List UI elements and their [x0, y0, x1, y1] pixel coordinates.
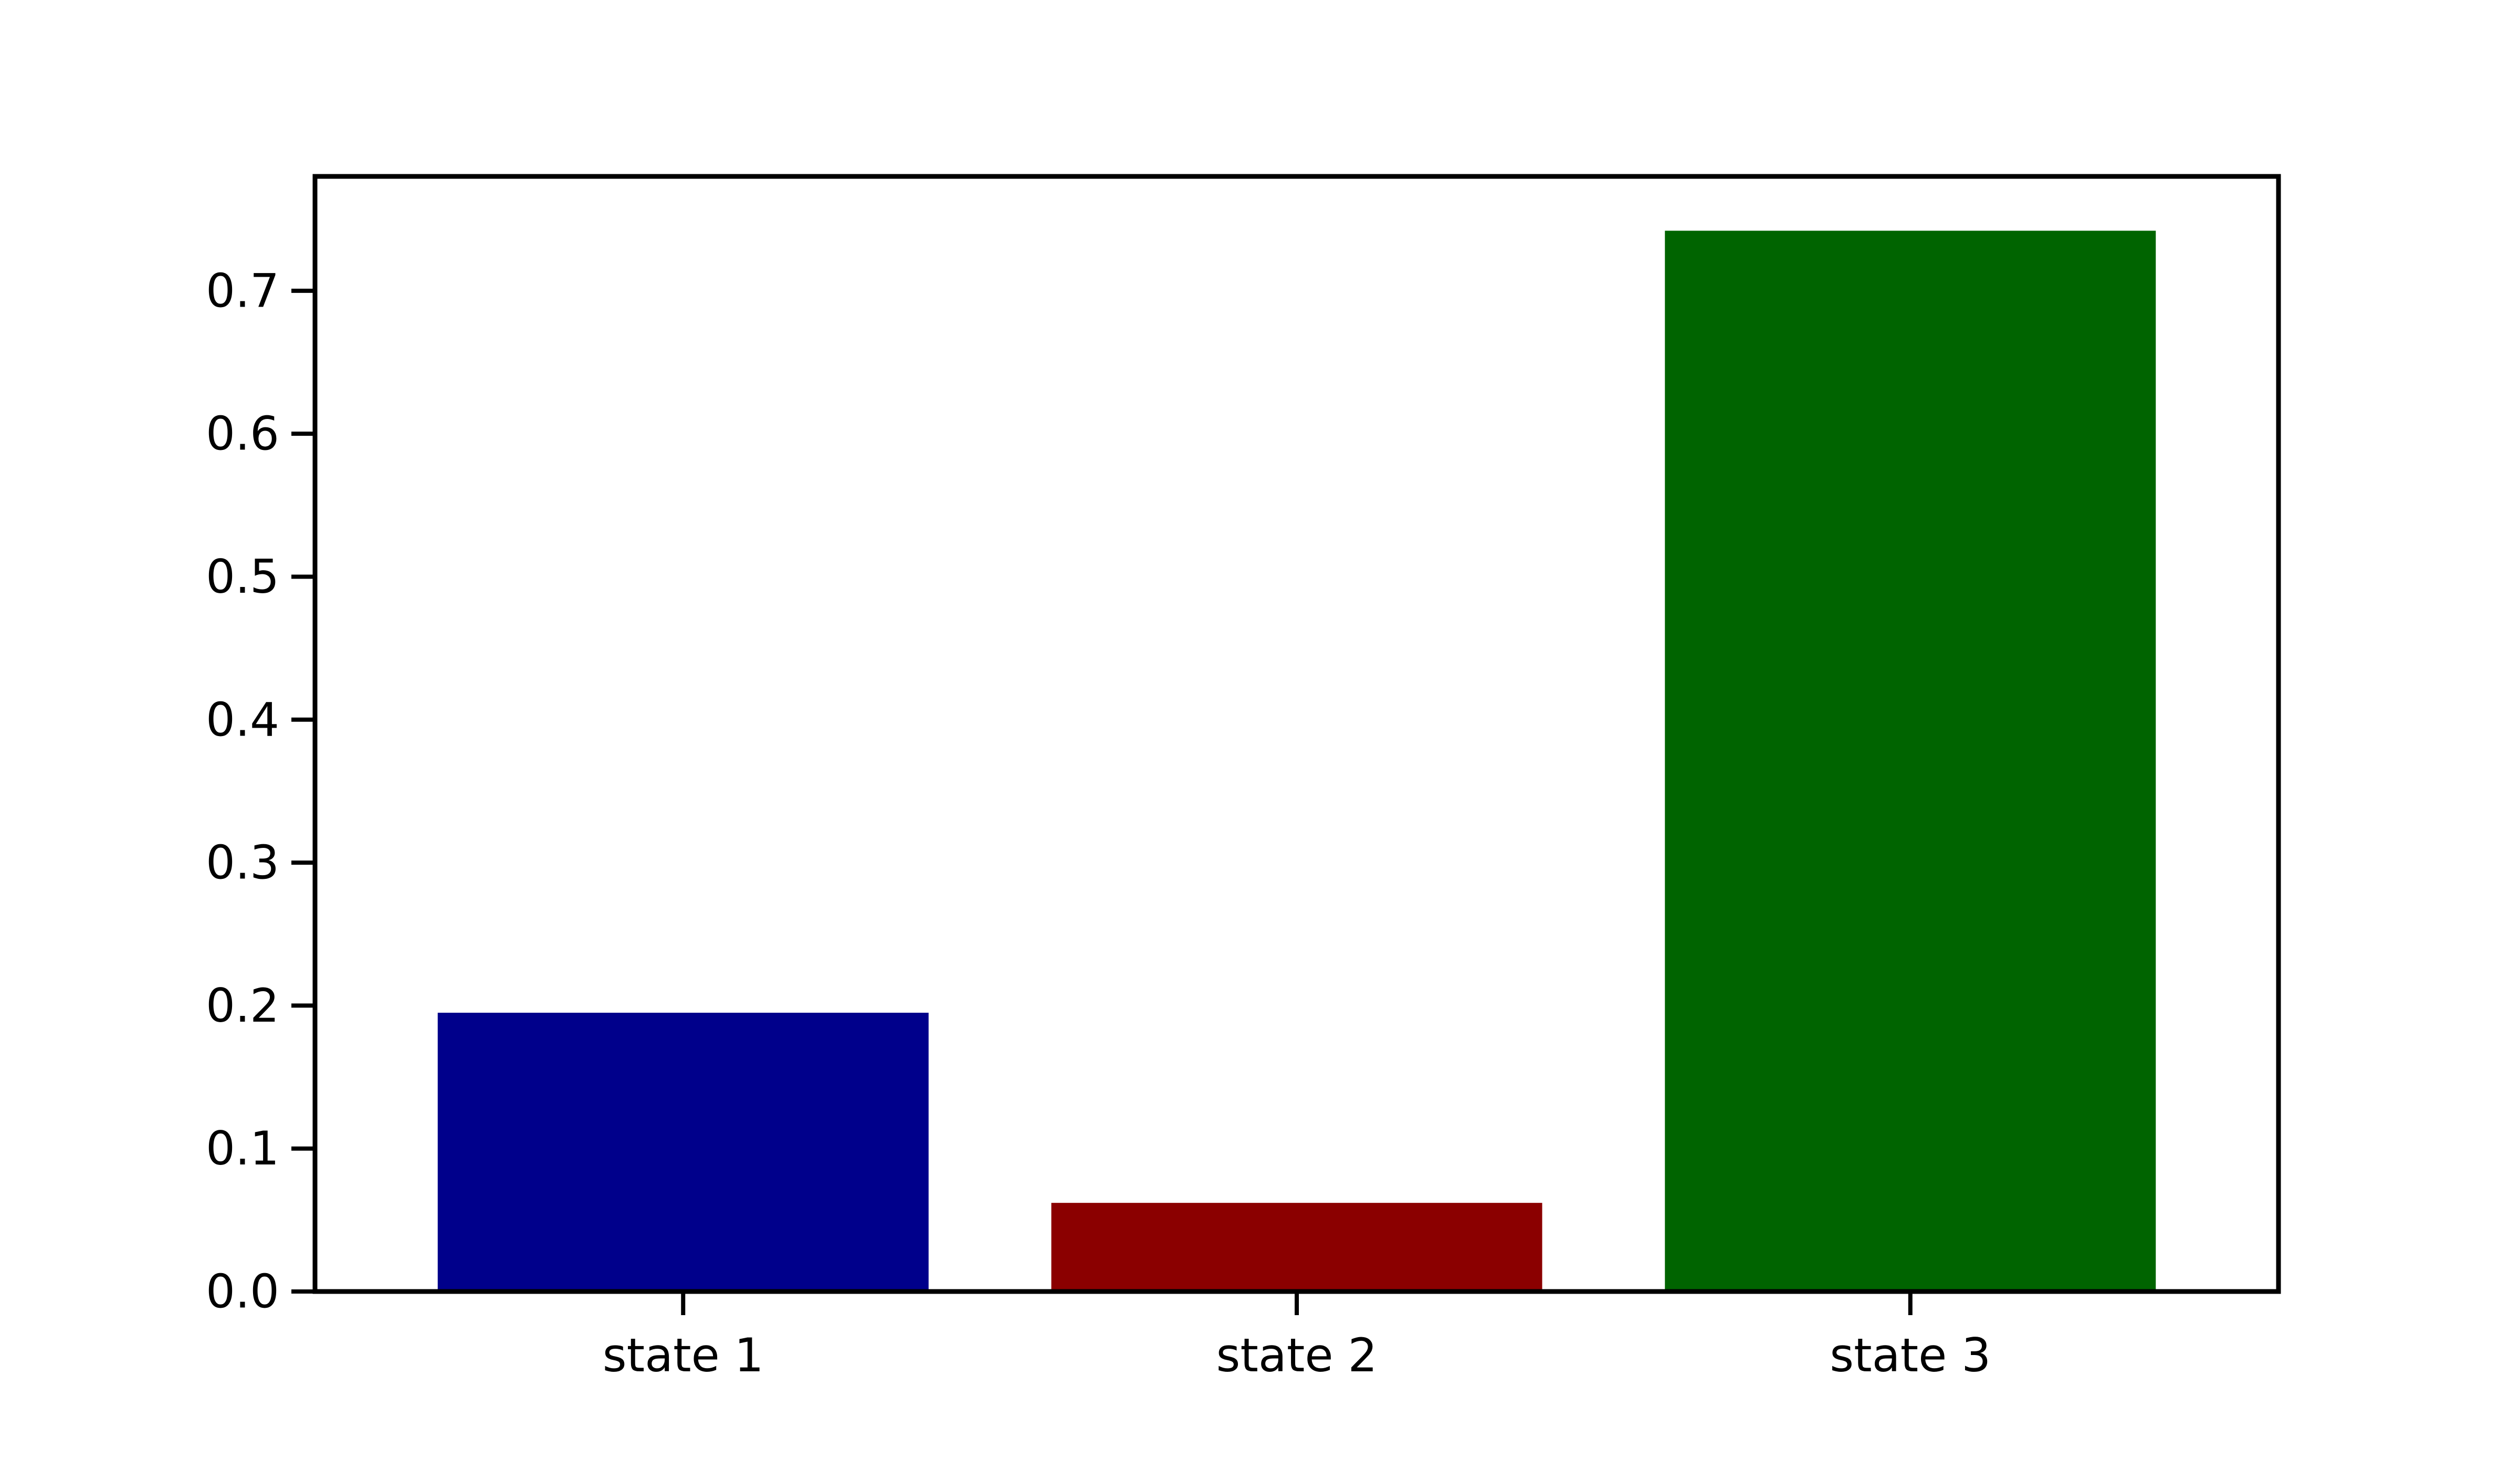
y-tick-label: 0.6	[206, 407, 279, 461]
bar-1	[437, 1013, 929, 1292]
plot-frame	[312, 174, 2281, 1294]
y-tick-label: 0.4	[206, 692, 279, 747]
bar-3	[1665, 230, 2156, 1292]
bar-2	[1051, 1203, 1542, 1292]
bars-group	[437, 230, 2156, 1292]
x-tick-label: state 3	[1830, 1328, 1991, 1382]
x-tick-label: state 2	[1216, 1328, 1378, 1382]
y-tick-label: 0.3	[206, 836, 279, 890]
x-axis: state 1 state 2 state 3	[603, 1292, 1991, 1382]
y-tick-label: 0.7	[206, 264, 279, 318]
y-tick-label: 0.1	[206, 1121, 279, 1175]
y-axis: 0.0 0.1 0.2 0.3 0.4 0.5 0.6 0.7	[206, 264, 315, 1319]
x-tick-label: state 1	[603, 1328, 764, 1382]
y-tick-label: 0.2	[206, 979, 279, 1033]
y-tick-label: 0.5	[206, 550, 279, 604]
y-tick-label: 0.0	[206, 1265, 279, 1319]
